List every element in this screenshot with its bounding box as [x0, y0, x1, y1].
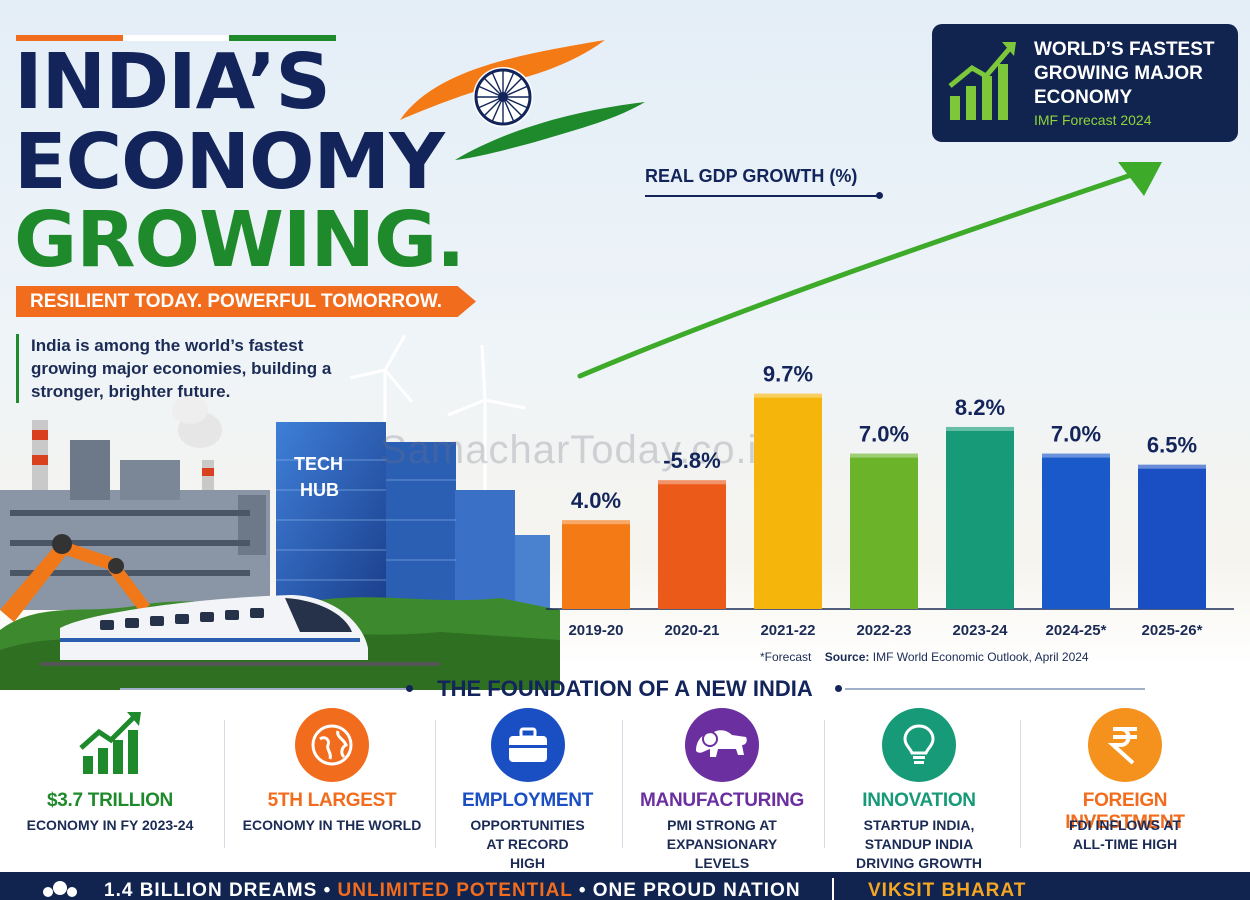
tech-hub-label-2: HUB	[300, 480, 339, 500]
footer-slogan: 1.4 BILLION DREAMS • UNLIMITED POTENTIAL…	[104, 880, 801, 900]
chart-source: *Forecast Source: IMF World Economic Out…	[760, 650, 1089, 664]
tagline-banner: RESILIENT TODAY. POWERFUL TOMORROW.	[16, 286, 476, 317]
x-tick-label: 2022-23	[856, 622, 911, 639]
x-tick-label: 2024-25*	[1046, 622, 1107, 639]
fastest-economy-badge: WORLD’S FASTEST GROWING MAJOR ECONOMY IM…	[932, 24, 1238, 142]
divider-line	[120, 688, 410, 690]
bar-highlight	[946, 426, 1014, 431]
card-title: EMPLOYMENT	[461, 790, 594, 811]
badge-subtitle: IMF Forecast 2024	[1034, 112, 1152, 128]
value-label: 6.5%	[1147, 433, 1197, 458]
card-desc: ECONOMY IN FY 2023-24	[26, 817, 194, 833]
robotic-arm-icon	[0, 534, 156, 627]
intro-text: India is among the world’s fastest growi…	[16, 334, 346, 403]
footer-slogan-part-3: • ONE PROUD NATION	[572, 880, 801, 900]
foundation-cards: $3.7 TRILLION ECONOMY IN FY 2023-24 5TH …	[0, 706, 1250, 871]
card-title: MANUFACTURING	[640, 790, 804, 811]
bar	[562, 520, 630, 609]
chart-title-underline	[645, 195, 881, 197]
bar	[850, 453, 918, 609]
divider-dot	[835, 685, 842, 692]
bar-highlight	[1042, 453, 1110, 458]
card-desc: OPPORTUNITIES AT RECORD HIGH	[470, 817, 585, 871]
card-title: INNOVATION	[862, 790, 976, 811]
x-tick-label: 2021-22	[760, 622, 815, 639]
card-separator	[1020, 720, 1021, 848]
card-separator	[622, 720, 623, 848]
briefcase-icon	[490, 708, 565, 782]
footer-viksit-bharat: VIKSIT BHARAT	[868, 880, 1027, 900]
tech-hub-label-1: TECH	[294, 454, 343, 474]
card-desc: ECONOMY IN THE WORLD	[242, 817, 422, 833]
growth-chart-icon	[948, 42, 1016, 120]
headline-line-3: GROWING.	[14, 196, 465, 285]
growth-chart-icon	[73, 708, 147, 782]
tech-hub-building	[276, 422, 550, 617]
card-separator	[224, 720, 225, 848]
value-label: 7.0%	[1051, 422, 1101, 447]
bar-highlight	[1138, 464, 1206, 469]
source-text: IMF World Economic Outlook, April 2024	[872, 650, 1089, 664]
trend-arrow-head	[1118, 162, 1162, 196]
india-flag-icon	[400, 40, 645, 160]
card-employment: EMPLOYMENT OPPORTUNITIES AT RECORD HIGH	[435, 706, 620, 871]
card-title: 5TH LARGEST	[267, 790, 397, 811]
headline-line-1: INDIA’S	[14, 38, 331, 127]
value-label: 9.7%	[763, 362, 813, 387]
watermark: SamacharToday.co.in	[380, 428, 781, 472]
chart-title-dot	[876, 192, 883, 199]
x-tick-label: 2019-20	[568, 622, 623, 639]
card-separator	[435, 720, 436, 848]
card-desc: STARTUP INDIA, STANDUP INDIA DRIVING GRO…	[856, 817, 982, 871]
divider-dot	[406, 685, 413, 692]
trend-arrow-line	[577, 169, 1143, 379]
forecast-footnote: *Forecast	[760, 650, 812, 664]
value-label: 8.2%	[955, 395, 1005, 420]
card-separator	[824, 720, 825, 848]
foundation-title: THE FOUNDATION OF A NEW INDIA	[437, 676, 813, 701]
badge-title: WORLD’S FASTEST GROWING MAJOR ECONOMY	[1034, 39, 1215, 108]
chart-title: REAL GDP GROWTH (%)	[645, 166, 858, 186]
bar-highlight	[658, 480, 726, 485]
rupee-icon	[1088, 708, 1162, 782]
footer-bar: 1.4 BILLION DREAMS • UNLIMITED POTENTIAL…	[0, 872, 1250, 900]
bar	[658, 480, 726, 609]
card-rank: 5TH LARGEST ECONOMY IN THE WORLD	[232, 706, 432, 868]
lion-icon	[685, 708, 759, 782]
headline-line-2: ECONOMY	[14, 118, 445, 207]
bar-highlight	[562, 520, 630, 525]
value-label: 7.0%	[859, 422, 909, 447]
x-tick-label: 2025-26*	[1142, 622, 1203, 639]
footer-slogan-part-2: UNLIMITED POTENTIAL	[337, 880, 573, 900]
value-label: -5.8%	[663, 448, 720, 473]
footer-slogan-part-1: 1.4 BILLION DREAMS •	[104, 880, 338, 900]
bar	[1138, 464, 1206, 609]
bar	[1042, 453, 1110, 609]
bar-highlight	[754, 393, 822, 398]
x-tick-label: 2020-21	[664, 622, 719, 639]
bar	[946, 426, 1014, 609]
card-gdp-size: $3.7 TRILLION ECONOMY IN FY 2023-24	[10, 706, 210, 868]
x-tick-label: 2023-24	[952, 622, 1008, 639]
bar-highlight	[850, 453, 918, 458]
bullet-train-icon	[40, 595, 440, 666]
value-label: 4.0%	[571, 488, 621, 513]
card-foreign-investment: FOREIGN INVESTMENT FDI INFLOWS AT ALL-TI…	[1022, 706, 1228, 868]
card-desc: PMI STRONG AT EXPANSIONARY LEVELS	[666, 817, 778, 871]
lightbulb-icon	[882, 708, 956, 782]
card-title: $3.7 TRILLION	[47, 790, 173, 811]
industry-scene-illustration: TECH HUB	[0, 334, 560, 690]
globe-icon	[295, 708, 369, 782]
source-label: Source:	[824, 650, 870, 664]
tricolor-stripes	[16, 28, 336, 41]
gdp-growth-chart: 4.0% -5.8% 9.7% 7.0% 8.2% 7.0% 6.5% 2019-20 202…	[546, 162, 1234, 639]
card-desc: FDI INFLOWS AT ALL-TIME HIGH	[1069, 817, 1181, 852]
card-manufacturing: MANUFACTURING PMI STRONG AT EXPANSIONARY…	[622, 706, 822, 871]
card-innovation: INNOVATION STARTUP INDIA, STANDUP INDIA …	[824, 706, 1014, 871]
footer-divider	[832, 878, 834, 900]
bar	[754, 393, 822, 609]
card-title: FOREIGN INVESTMENT	[1065, 790, 1185, 833]
people-icon	[43, 881, 77, 897]
divider-line	[845, 688, 1145, 690]
